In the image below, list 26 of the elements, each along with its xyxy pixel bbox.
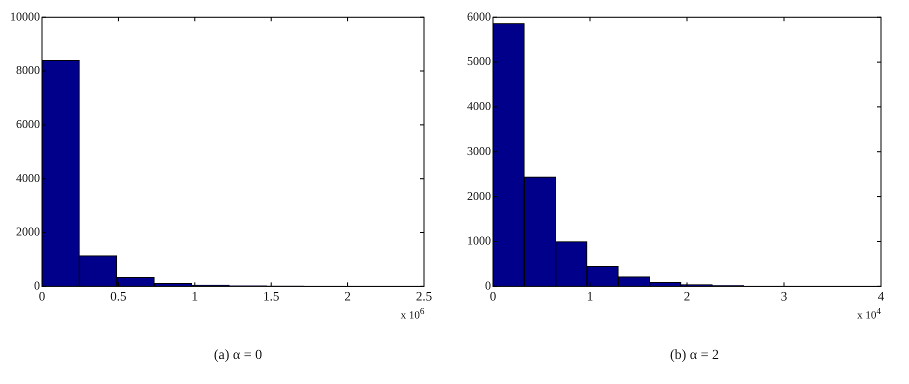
text: x 10$^{4}$ xyxy=(857,306,881,322)
x-tick-label: 0.5 xyxy=(110,288,127,304)
y-tick-label: 6000 xyxy=(16,117,40,132)
y-tick-label: 8000 xyxy=(16,63,40,78)
y-tick-label: 5000 xyxy=(466,54,490,68)
x-tick-label: 1 xyxy=(192,288,198,304)
y-tick-label: 4000 xyxy=(16,170,40,185)
x-tick-label: 2 xyxy=(344,288,351,304)
y-tick-label: 0 xyxy=(484,278,490,293)
y-tick-label: 6000 xyxy=(466,9,490,24)
y-tick-label: 10000 xyxy=(10,9,40,24)
x-axis-title: (a) α = 0 xyxy=(212,348,264,364)
x-tick-label: 4 xyxy=(877,288,884,304)
x-tick-label: 2.5 xyxy=(416,288,432,304)
y-tick-label: 4000 xyxy=(466,99,490,114)
y-tick-label: 2000 xyxy=(466,188,490,203)
y-tick-label: 0 xyxy=(34,278,40,293)
x-tick-label: 2 xyxy=(683,288,690,304)
x-tick-label: 1.5 xyxy=(263,288,280,304)
y-tick-label: 2000 xyxy=(16,224,40,239)
text: x 10$^{6}$ xyxy=(400,306,424,322)
y-tick-label: 3000 xyxy=(466,144,490,158)
x-tick-label: 1 xyxy=(586,288,593,304)
x-axis-title: (b) α = 2 xyxy=(668,348,720,364)
x-tick-label: 3 xyxy=(780,288,787,304)
y-tick-label: 1000 xyxy=(466,234,490,248)
